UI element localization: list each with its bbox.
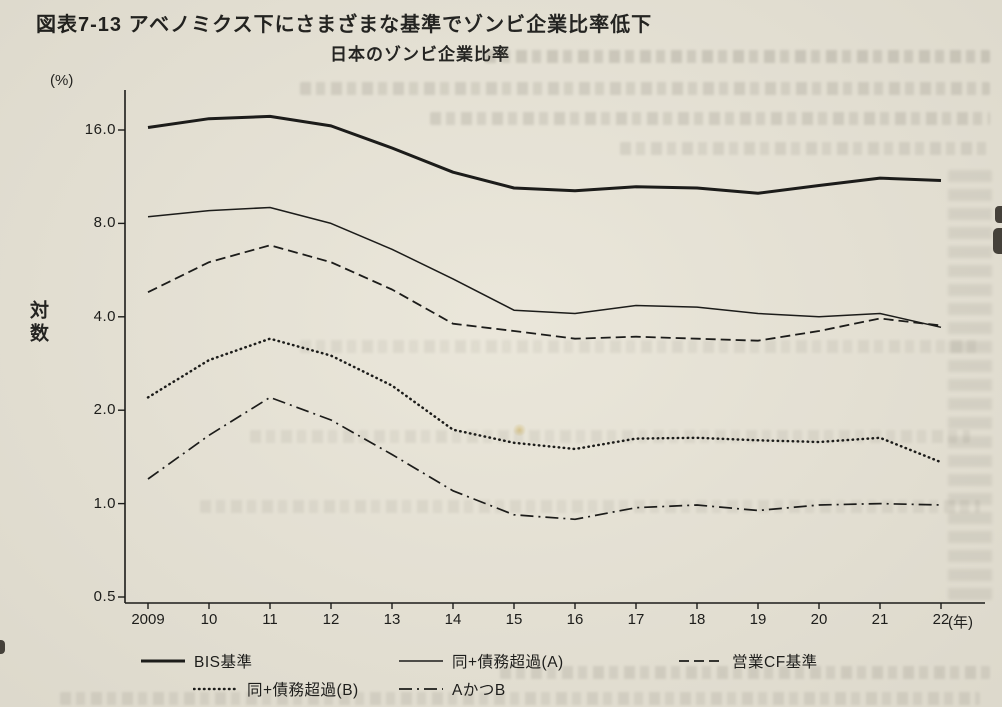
legend-item-operating-cf: 営業CF基準 (678, 650, 818, 672)
scan-artifact (995, 206, 1002, 223)
y-axis-unit-label: (%) (50, 72, 74, 89)
legend-line-sample (399, 688, 443, 690)
legend-item-insolvency-b: 同+債務超過(B) (193, 678, 359, 700)
log-scale-label: 対数 (27, 300, 48, 346)
scan-artifact (993, 228, 1002, 254)
legend-label: 同+債務超過(A) (452, 654, 564, 671)
x-axis-unit-label: (年) (948, 614, 973, 631)
series-line-3 (146, 337, 943, 464)
bleed-through-text (620, 142, 990, 155)
legend-line-sample (141, 659, 185, 663)
legend-line-sample (399, 660, 443, 662)
bleed-through-text (500, 666, 990, 679)
legend-label: 営業CF基準 (732, 654, 818, 671)
series-line-1 (147, 206, 942, 329)
legend-item-bis: BIS基準 (140, 650, 252, 672)
series-line-0 (147, 114, 942, 195)
bleed-through-text (300, 340, 980, 353)
legend-line-sample (193, 687, 239, 691)
series-line-4 (147, 396, 942, 521)
legend-label: BIS基準 (194, 654, 253, 671)
bleed-through-text (430, 112, 990, 125)
figure-title: 図表7-13 アベノミクス下にさまざまな基準でゾンビ企業比率低下 (36, 14, 653, 36)
bleed-through-text (948, 170, 992, 600)
bleed-through-text (250, 430, 970, 443)
paper-stain (512, 424, 527, 436)
legend-label: 同+債務超過(B) (247, 682, 359, 699)
bleed-through-text (485, 50, 990, 63)
scan-artifact (0, 640, 5, 654)
bleed-through-text (300, 82, 990, 95)
legend-item-insolvency-a: 同+債務超過(A) (398, 650, 564, 672)
bleed-through-text (60, 692, 980, 705)
bleed-through-text (200, 500, 980, 513)
legend-label: AかつB (452, 682, 506, 699)
legend-line-sample (679, 660, 723, 662)
series-line-2 (147, 244, 942, 342)
legend-item-a-and-b: AかつB (398, 678, 506, 700)
chart-title: 日本のゾンビ企業比率 (330, 45, 510, 64)
